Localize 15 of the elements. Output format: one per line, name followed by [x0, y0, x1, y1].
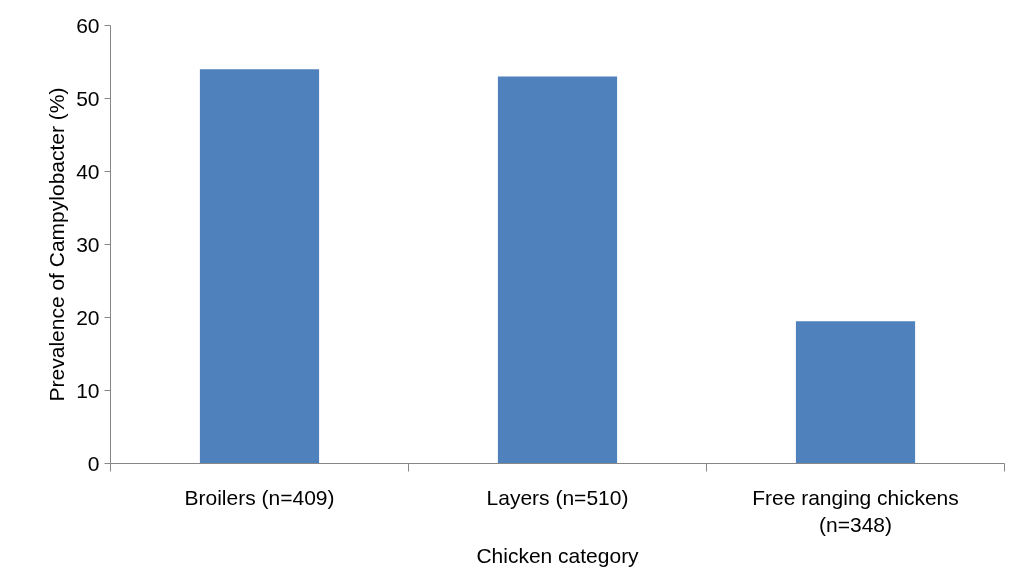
x-tick-label: Free ranging chickens (n=348): [752, 485, 959, 537]
bar: [199, 69, 320, 464]
y-tick-label: 10: [76, 378, 100, 402]
y-tick-label: 30: [76, 232, 100, 256]
bar: [795, 321, 916, 464]
y-tick-label: 60: [76, 13, 100, 37]
y-tick-label: 20: [76, 305, 100, 329]
x-axis-title: Chicken category: [476, 544, 640, 568]
bar: [497, 76, 618, 464]
y-tick-label: 40: [76, 159, 100, 183]
y-tick-label: 50: [76, 86, 100, 110]
x-tick-label: Broilers (n=409): [184, 485, 335, 509]
x-tick-label: Layers (n=510): [486, 485, 629, 509]
y-axis-title: Prevalence of Campylobacter (%): [45, 87, 69, 402]
y-tick-label: 0: [87, 451, 100, 475]
